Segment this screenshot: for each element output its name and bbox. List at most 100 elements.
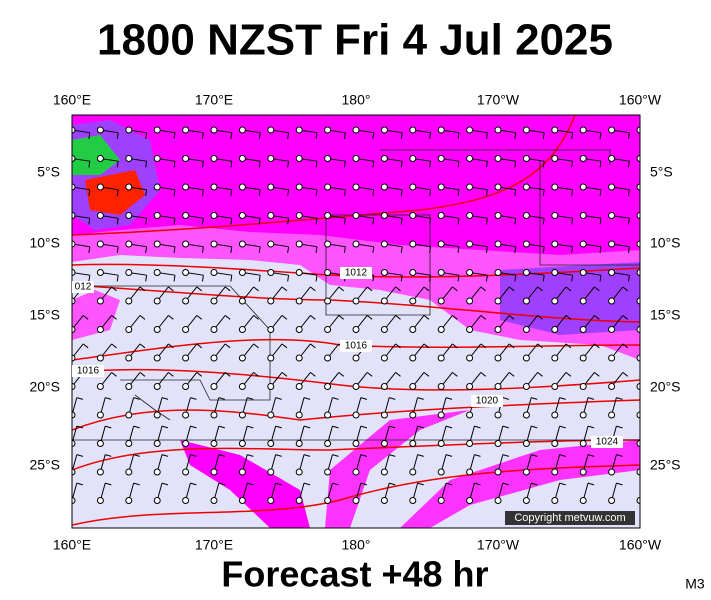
station (579, 240, 587, 248)
station (437, 269, 445, 276)
station (494, 183, 502, 191)
barb (332, 482, 339, 486)
barb (372, 161, 375, 168)
station (494, 468, 502, 476)
station (352, 468, 360, 476)
station (125, 269, 133, 276)
barb (400, 275, 403, 282)
barb (417, 454, 424, 457)
barb (372, 132, 375, 139)
barb (565, 343, 572, 349)
station (238, 440, 246, 447)
barb (639, 470, 640, 472)
station (210, 155, 218, 162)
barb (429, 189, 432, 196)
station (96, 155, 104, 162)
station (153, 155, 161, 162)
barb (111, 286, 117, 292)
station (522, 183, 530, 191)
barb (657, 190, 658, 196)
station (522, 297, 530, 305)
station (522, 269, 530, 276)
barb (537, 315, 543, 320)
station (551, 468, 559, 476)
station (153, 411, 161, 419)
rain-red (85, 170, 145, 215)
barb (133, 425, 140, 429)
barb (105, 425, 112, 429)
barb (76, 454, 84, 457)
lat-label: 10°S (650, 235, 681, 251)
barb (366, 286, 373, 292)
barb (281, 372, 288, 377)
barb (196, 315, 203, 320)
station (182, 240, 190, 248)
barb (310, 372, 316, 377)
station (437, 440, 445, 447)
station (125, 440, 133, 447)
barb (457, 246, 460, 253)
barb (372, 189, 375, 196)
station (380, 468, 388, 476)
station (210, 212, 218, 219)
station (125, 297, 133, 305)
barb (105, 397, 112, 400)
station (352, 497, 360, 504)
station (352, 354, 360, 362)
station (324, 411, 332, 419)
station (295, 497, 303, 504)
station (608, 126, 616, 134)
station (466, 240, 474, 248)
station (72, 212, 76, 219)
station (295, 183, 303, 191)
barb (485, 161, 488, 168)
station (636, 468, 640, 476)
station (409, 354, 417, 362)
barb (190, 425, 197, 429)
station (238, 326, 246, 333)
barb (531, 454, 538, 457)
copyright: Copyright metvuw.com (514, 512, 625, 524)
barb (559, 482, 566, 486)
station (210, 326, 218, 333)
isobar-label: 1020 (476, 396, 499, 407)
barb (247, 454, 254, 457)
barb (657, 133, 658, 139)
station (522, 497, 530, 504)
lat-label: 25°S (650, 457, 681, 473)
station (608, 240, 616, 248)
station (494, 297, 502, 305)
barb (657, 275, 658, 281)
barb (639, 357, 640, 358)
station (72, 240, 76, 248)
barb (571, 275, 574, 282)
station (608, 212, 616, 219)
station (494, 411, 502, 419)
barb (173, 161, 176, 168)
station (210, 354, 218, 362)
barb (445, 397, 453, 400)
barb (218, 397, 226, 400)
barb (417, 397, 424, 400)
barb (417, 482, 424, 486)
station (409, 383, 417, 390)
station (210, 183, 218, 191)
station (267, 411, 275, 419)
barb (594, 286, 600, 292)
station (466, 497, 474, 504)
station (295, 354, 303, 362)
barb (594, 315, 600, 320)
barb (366, 315, 373, 320)
barb (474, 482, 481, 486)
station (409, 269, 417, 276)
barb (639, 272, 640, 274)
barb (230, 161, 233, 168)
station (608, 269, 616, 276)
barb (116, 132, 119, 139)
station (324, 126, 332, 134)
station (72, 440, 76, 447)
lon-label: 180° (342, 92, 371, 108)
barb (429, 246, 432, 253)
barb (485, 218, 488, 225)
barb (571, 161, 574, 168)
